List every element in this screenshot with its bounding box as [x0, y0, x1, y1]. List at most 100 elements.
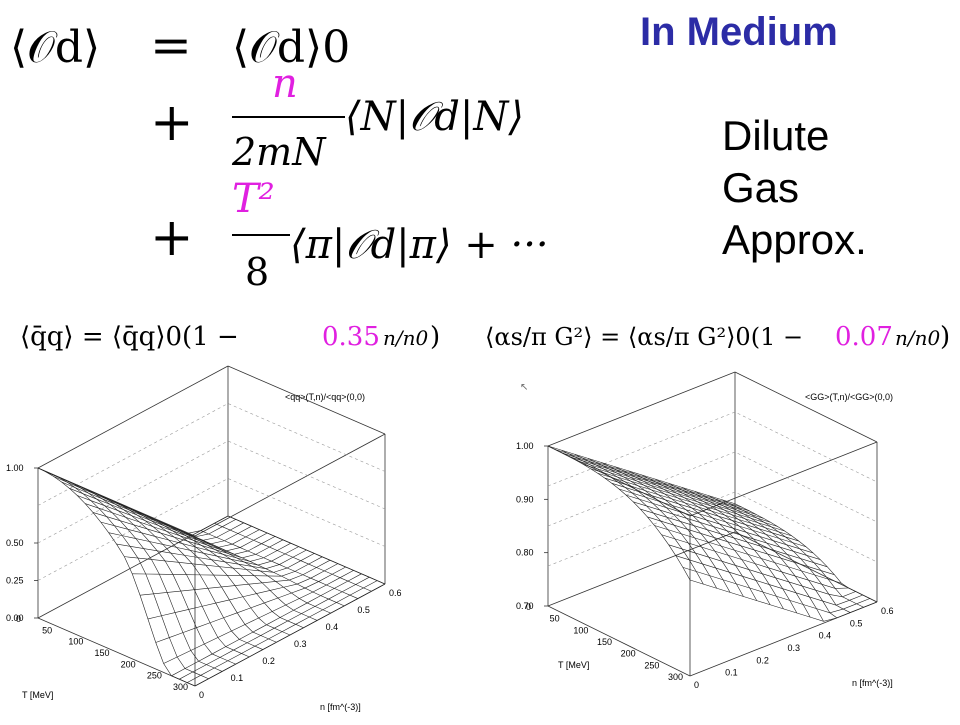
slide-title: In Medium	[640, 10, 838, 54]
qq-surface-line-n	[173, 527, 331, 614]
qq-box-edge	[37, 365, 229, 469]
eq-t2-den: 8	[245, 250, 269, 294]
gg-lhs: ⟨αs/π G²⟩ = ⟨αs/π G²⟩0(1 −	[485, 323, 803, 351]
eq-lhs: ⟨𝒪d⟩	[10, 22, 100, 73]
gg-surface-line-T	[675, 555, 863, 606]
gg-surface-line-n	[734, 503, 878, 603]
gg-n-tick-label: 0.1	[725, 668, 738, 678]
approx-line-2: Gas	[722, 164, 800, 211]
eq-t1-num: n	[272, 61, 298, 107]
main-equation: ⟨𝒪d⟩ = ⟨𝒪d⟩0 + n 2mN ⟨N|𝒪d|N⟩ + T² 8 ⟨π|…	[10, 16, 549, 294]
gg-box-edge	[547, 371, 736, 447]
qq-T-tick-label: 250	[147, 671, 162, 681]
gg-frac: n/n0	[895, 326, 941, 350]
gg-wall-gridline	[547, 411, 878, 487]
eq-t1-den: 2mN	[231, 130, 327, 174]
qq-plot-title: <qq>(T,n)/<qq>(0,0)	[285, 392, 365, 402]
qq-T-tick-label: 0	[16, 614, 21, 624]
qq-T-tick-label: 50	[42, 625, 52, 635]
gg-surface-line-n	[601, 462, 744, 597]
qq-z-tick-label: 0.50	[6, 538, 24, 548]
qq-surface-svg: <qq>(T,n)/<qq>(0,0) T [MeV] n [fm^(-3)] …	[6, 365, 402, 712]
eq-t2-matrix: ⟨π|𝒪d|π⟩ + ···	[290, 222, 549, 268]
gg-surface-line-n	[614, 466, 758, 601]
qq-surface-line-n	[214, 523, 372, 592]
gg-box-edge	[689, 441, 878, 517]
gg-n-tick-label: 0.5	[850, 618, 863, 628]
qq-surface-line-n	[119, 503, 277, 643]
qq-coef: 0.35	[322, 322, 380, 352]
gg-T-tick-label: 0	[526, 602, 531, 612]
gg-surface-plot: ↖ <GG>(T,n)/<GG>(0,0) T [MeV] n [fm^(-3)…	[480, 371, 960, 720]
qq-surface-line-n	[200, 530, 358, 599]
gg-z-tick-label: 0.80	[516, 548, 534, 558]
gg-surface-line-n	[628, 470, 771, 605]
qq-box-edge	[37, 515, 229, 619]
gg-surface-line-T	[682, 567, 871, 614]
qq-close: )	[430, 322, 440, 352]
qq-n-tick-label: 0.1	[231, 673, 244, 683]
qq-surface-line-T	[132, 556, 323, 577]
gg-T-tick-label: 200	[621, 649, 636, 659]
qq-surface-line-n	[187, 533, 345, 607]
gg-surface-line-n	[547, 445, 691, 581]
gg-surface-line-n	[668, 482, 811, 618]
qq-surface-line-n	[105, 497, 263, 650]
gg-n-tick-label: 0.4	[819, 631, 832, 641]
gg-coef: 0.07	[835, 322, 893, 352]
gg-z-tick-label: 0.70	[516, 601, 534, 611]
cursor-icon: ↖	[520, 382, 528, 393]
gg-T-tick-label: 50	[550, 614, 560, 624]
qq-surface-line-n	[78, 485, 236, 665]
gg-surface-svg: ↖ <GG>(T,n)/<GG>(0,0) T [MeV] n [fm^(-3)…	[516, 371, 894, 690]
gg-n-tick-label: 0.3	[788, 643, 801, 653]
qq-n-tick-label: 0.6	[389, 588, 402, 598]
gg-wall-gridline	[547, 491, 878, 567]
qq-surface-plot: <qq>(T,n)/<qq>(0,0) T [MeV] n [fm^(-3)] …	[0, 365, 480, 720]
gg-T-tick-label: 100	[573, 625, 588, 635]
gg-box-edge	[734, 371, 878, 443]
gg-plot-title: <GG>(T,n)/<GG>(0,0)	[805, 392, 893, 402]
gg-wall-gridline	[547, 451, 878, 527]
qq-surface-line-T	[155, 566, 346, 643]
qq-T-tick-label: 200	[121, 659, 136, 669]
qq-z-tick-label: 1.00	[6, 463, 24, 473]
gg-surface-line-n	[641, 474, 784, 610]
qq-box-edge	[227, 365, 386, 435]
approx-line-3: Approx.	[722, 216, 867, 263]
gg-surface-line-n	[561, 449, 704, 585]
qq-z-tick-label: 0.25	[6, 576, 24, 586]
qq-n-tick-label: 0.3	[294, 639, 307, 649]
gg-surface-line-n	[694, 491, 838, 619]
qq-surface-line-T	[37, 467, 229, 534]
approx-label: Dilute Gas Approx.	[722, 110, 867, 266]
gg-z-tick-label: 0.90	[516, 494, 534, 504]
eq-plus-1: +	[150, 93, 194, 153]
gg-box-edge	[547, 605, 691, 677]
qq-surface-line-n	[65, 479, 223, 672]
gg-surface-line-n	[681, 486, 824, 622]
eq-term0: ⟨𝒪d⟩0	[232, 22, 350, 73]
gg-close: )	[940, 322, 950, 352]
qq-T-tick-label: 150	[95, 648, 110, 658]
qq-surface-line-n	[160, 521, 318, 621]
condensate-equations: ⟨q̄q⟩ = ⟨q̄q⟩0(1 − 0.35 n/n0 ) ⟨αs/π G²⟩…	[20, 322, 950, 352]
eq-plus-2: +	[150, 208, 194, 268]
qq-n-tick-label: 0.5	[357, 605, 370, 615]
qq-n-tick-label: 0.2	[262, 656, 275, 666]
gg-T-tick-label: 250	[644, 660, 659, 670]
qq-surface-line-T	[108, 532, 299, 566]
qq-surface-line-n	[146, 515, 304, 628]
gg-n-tick-label: 0.6	[881, 606, 894, 616]
gg-T-tick-label: 150	[597, 637, 612, 647]
qq-n-tick-label: 0.4	[326, 622, 339, 632]
gg-n-tick-label: 0.2	[756, 655, 769, 665]
qq-xlabel: T [MeV]	[22, 690, 53, 700]
gg-n-tick-label: 0	[694, 680, 699, 690]
qq-z-tick-label: 0.00	[6, 613, 24, 623]
gg-surface-line-n	[721, 499, 864, 608]
qq-surface-line-n	[132, 509, 291, 636]
approx-line-1: Dilute	[722, 112, 830, 159]
qq-n-tick-label: 0	[199, 690, 204, 700]
qq-surface-line-n	[92, 491, 250, 658]
